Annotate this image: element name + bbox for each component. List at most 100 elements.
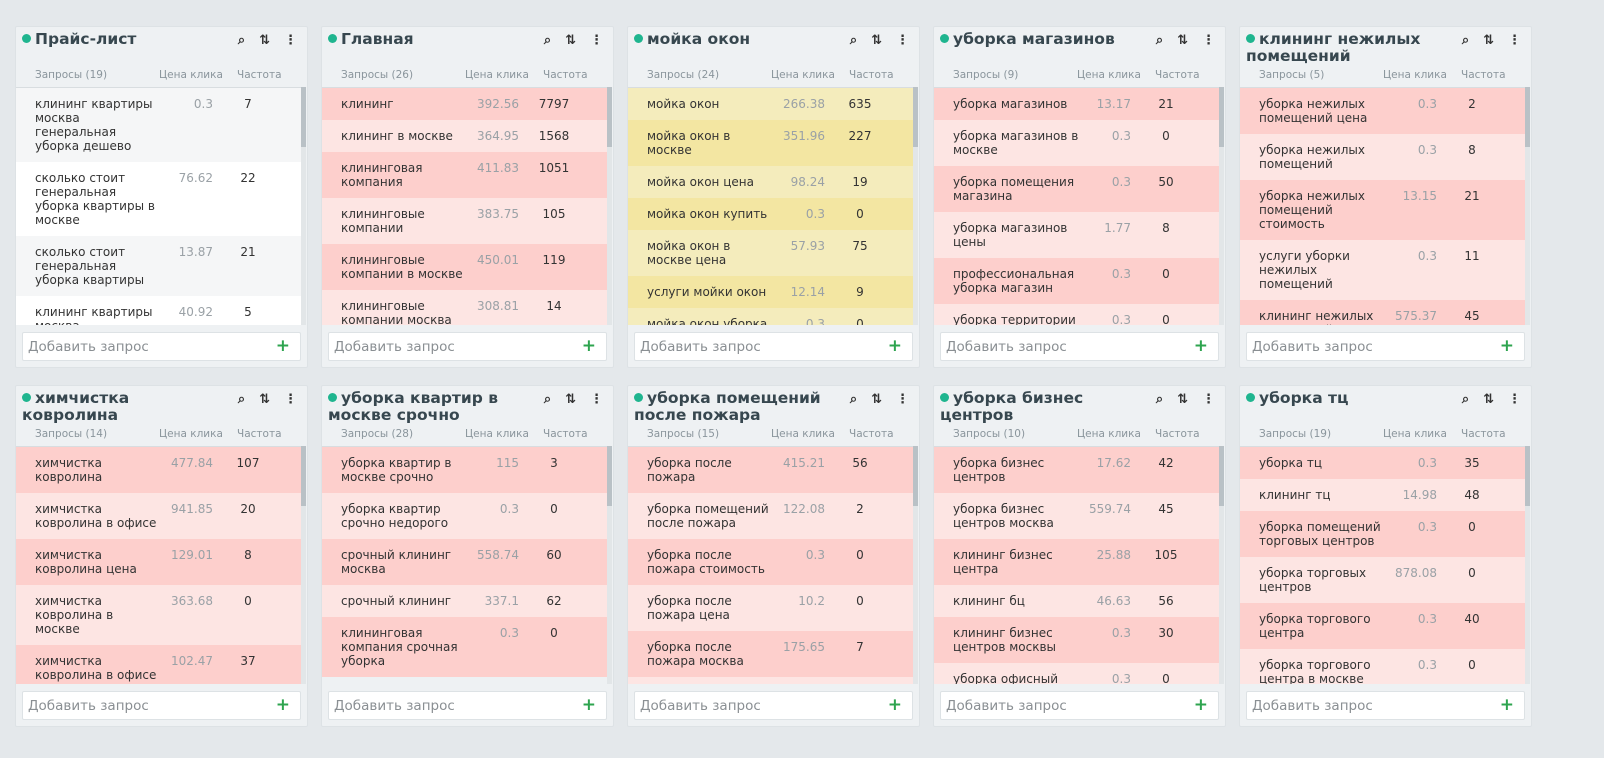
search-icon[interactable]: ⌕ [237, 392, 246, 407]
keyword-row[interactable]: уборка тц 0.3 35 [1240, 447, 1526, 479]
scrollbar-thumb[interactable] [1219, 87, 1224, 147]
search-icon[interactable]: ⌕ [1155, 392, 1164, 407]
scrollbar[interactable] [1525, 446, 1530, 684]
keyword-row[interactable]: клининговая компания срочная уборка 0.3 … [322, 617, 608, 677]
keyword-row[interactable]: уборка офисный 0.3 0 [934, 663, 1220, 684]
search-icon[interactable]: ⌕ [237, 33, 246, 48]
keyword-row[interactable]: клининг бц 46.63 56 [934, 585, 1220, 617]
add-icon[interactable]: + [581, 695, 596, 715]
keyword-row[interactable]: клининг бизнес центров москвы 0.3 30 [934, 617, 1220, 663]
keyword-row[interactable]: уборка после пожара москва 175.65 7 [628, 631, 914, 677]
keyword-row[interactable]: мойка окон в москве цена 57.93 75 [628, 230, 914, 276]
keyword-row[interactable]: мойка окон цена 98.24 19 [628, 166, 914, 198]
add-query-input[interactable]: Добавить запрос + [328, 691, 607, 720]
queries-column-header[interactable]: Запросы (19) [1259, 428, 1332, 440]
add-icon[interactable]: + [1499, 336, 1514, 356]
keyword-row[interactable]: уборка торгового центра 0.3 40 [1240, 603, 1526, 649]
scrollbar-thumb[interactable] [1219, 446, 1224, 506]
frequency-column-header[interactable]: Частота [1155, 428, 1200, 440]
keyword-row[interactable]: уборка после пожара 415.21 56 [628, 447, 914, 493]
keyword-row[interactable]: уборка нежилых помещений цена 0.3 2 [1240, 88, 1526, 134]
scrollbar[interactable] [607, 446, 612, 684]
sort-icon[interactable]: ⇅ [1483, 33, 1494, 48]
frequency-column-header[interactable]: Частота [543, 69, 588, 81]
frequency-column-header[interactable]: Частота [1155, 69, 1200, 81]
search-icon[interactable]: ⌕ [1155, 33, 1164, 48]
scrollbar-thumb[interactable] [1525, 87, 1530, 147]
keyword-row[interactable]: уборка магазинов 13.17 21 [934, 88, 1220, 120]
scrollbar-thumb[interactable] [301, 446, 306, 506]
queries-column-header[interactable]: Запросы (5) [1259, 69, 1325, 81]
add-query-input[interactable]: Добавить запрос + [634, 691, 913, 720]
keyword-row[interactable]: клининг тц 14.98 48 [1240, 479, 1526, 511]
keyword-row[interactable]: клининг квартиры москва генеральная убор… [16, 88, 302, 162]
keyword-row[interactable]: клининговые компании 383.75 105 [322, 198, 608, 244]
keyword-row[interactable]: уборка торговых центров 878.08 0 [1240, 557, 1526, 603]
search-icon[interactable]: ⌕ [1461, 392, 1470, 407]
price-column-header[interactable]: Цена клика [1077, 428, 1141, 440]
scrollbar[interactable] [1525, 87, 1530, 325]
frequency-column-header[interactable]: Частота [1461, 428, 1506, 440]
keyword-row[interactable]: клининг после 645.34 40 [628, 677, 914, 684]
more-menu-icon[interactable]: ⋮ [896, 392, 909, 407]
add-icon[interactable]: + [887, 336, 902, 356]
keyword-row[interactable]: клининг 392.56 7797 [322, 88, 608, 120]
sort-icon[interactable]: ⇅ [1177, 33, 1188, 48]
keyword-row[interactable]: мойка окон в москве 351.96 227 [628, 120, 914, 166]
keyword-row[interactable]: уборка помещений после пожара 122.08 2 [628, 493, 914, 539]
more-menu-icon[interactable]: ⋮ [1508, 392, 1521, 407]
search-icon[interactable]: ⌕ [849, 392, 858, 407]
scrollbar[interactable] [607, 87, 612, 325]
sort-icon[interactable]: ⇅ [259, 392, 270, 407]
scrollbar-thumb[interactable] [1525, 446, 1530, 506]
add-icon[interactable]: + [275, 695, 290, 715]
keyword-row[interactable]: уборка квартир в москве срочно 115 3 [322, 447, 608, 493]
keyword-row[interactable]: клининг в москве 364.95 1568 [322, 120, 608, 152]
frequency-column-header[interactable]: Частота [543, 428, 588, 440]
price-column-header[interactable]: Цена клика [1077, 69, 1141, 81]
queries-column-header[interactable]: Запросы (14) [35, 428, 108, 440]
add-query-input[interactable]: Добавить запрос + [940, 332, 1219, 361]
add-icon[interactable]: + [581, 336, 596, 356]
price-column-header[interactable]: Цена клика [159, 69, 223, 81]
search-icon[interactable]: ⌕ [1461, 33, 1470, 48]
sort-icon[interactable]: ⇅ [565, 392, 576, 407]
queries-column-header[interactable]: Запросы (26) [341, 69, 414, 81]
search-icon[interactable]: ⌕ [543, 392, 552, 407]
keyword-row[interactable]: мойка окон купить 0.3 0 [628, 198, 914, 230]
price-column-header[interactable]: Цена клика [465, 428, 529, 440]
scrollbar-thumb[interactable] [913, 87, 918, 147]
add-icon[interactable]: + [1193, 336, 1208, 356]
scrollbar-thumb[interactable] [607, 87, 612, 147]
queries-column-header[interactable]: Запросы (15) [647, 428, 720, 440]
queries-column-header[interactable]: Запросы (10) [953, 428, 1026, 440]
more-menu-icon[interactable]: ⋮ [1508, 33, 1521, 48]
keyword-row[interactable]: профессиональная уборка магазин 0.3 0 [934, 258, 1220, 304]
keyword-row[interactable]: мойка окон уборка 0.3 0 [628, 308, 914, 325]
scrollbar[interactable] [913, 446, 918, 684]
scrollbar[interactable] [1219, 446, 1224, 684]
sort-icon[interactable]: ⇅ [871, 392, 882, 407]
queries-column-header[interactable]: Запросы (24) [647, 69, 720, 81]
more-menu-icon[interactable]: ⋮ [590, 33, 603, 48]
add-query-input[interactable]: Добавить запрос + [22, 332, 301, 361]
keyword-row[interactable]: клининговые компании в москве 450.01 119 [322, 244, 608, 290]
price-column-header[interactable]: Цена клика [1383, 428, 1447, 440]
keyword-row[interactable]: сколько стоит генеральная уборка квартир… [16, 236, 302, 296]
sort-icon[interactable]: ⇅ [1177, 392, 1188, 407]
keyword-row[interactable]: уборка магазинов в москве 0.3 0 [934, 120, 1220, 166]
keyword-row[interactable]: уборка территории 0.3 0 [934, 304, 1220, 325]
add-query-input[interactable]: Добавить запрос + [22, 691, 301, 720]
keyword-row[interactable]: химчистка ковролина в офисе цена 102.47 … [16, 645, 302, 684]
add-icon[interactable]: + [1499, 695, 1514, 715]
keyword-row[interactable]: уборка помещений торговых центров 0.3 0 [1240, 511, 1526, 557]
search-icon[interactable]: ⌕ [543, 33, 552, 48]
keyword-row[interactable]: химчистка ковролина 477.84 107 [16, 447, 302, 493]
keyword-row[interactable]: уборка квартир срочно недорого 0.3 0 [322, 493, 608, 539]
add-query-input[interactable]: Добавить запрос + [940, 691, 1219, 720]
queries-column-header[interactable]: Запросы (9) [953, 69, 1019, 81]
more-menu-icon[interactable]: ⋮ [1202, 33, 1215, 48]
sort-icon[interactable]: ⇅ [871, 33, 882, 48]
keyword-row[interactable]: уборка нежилых помещений 0.3 8 [1240, 134, 1526, 180]
price-column-header[interactable]: Цена клика [771, 69, 835, 81]
